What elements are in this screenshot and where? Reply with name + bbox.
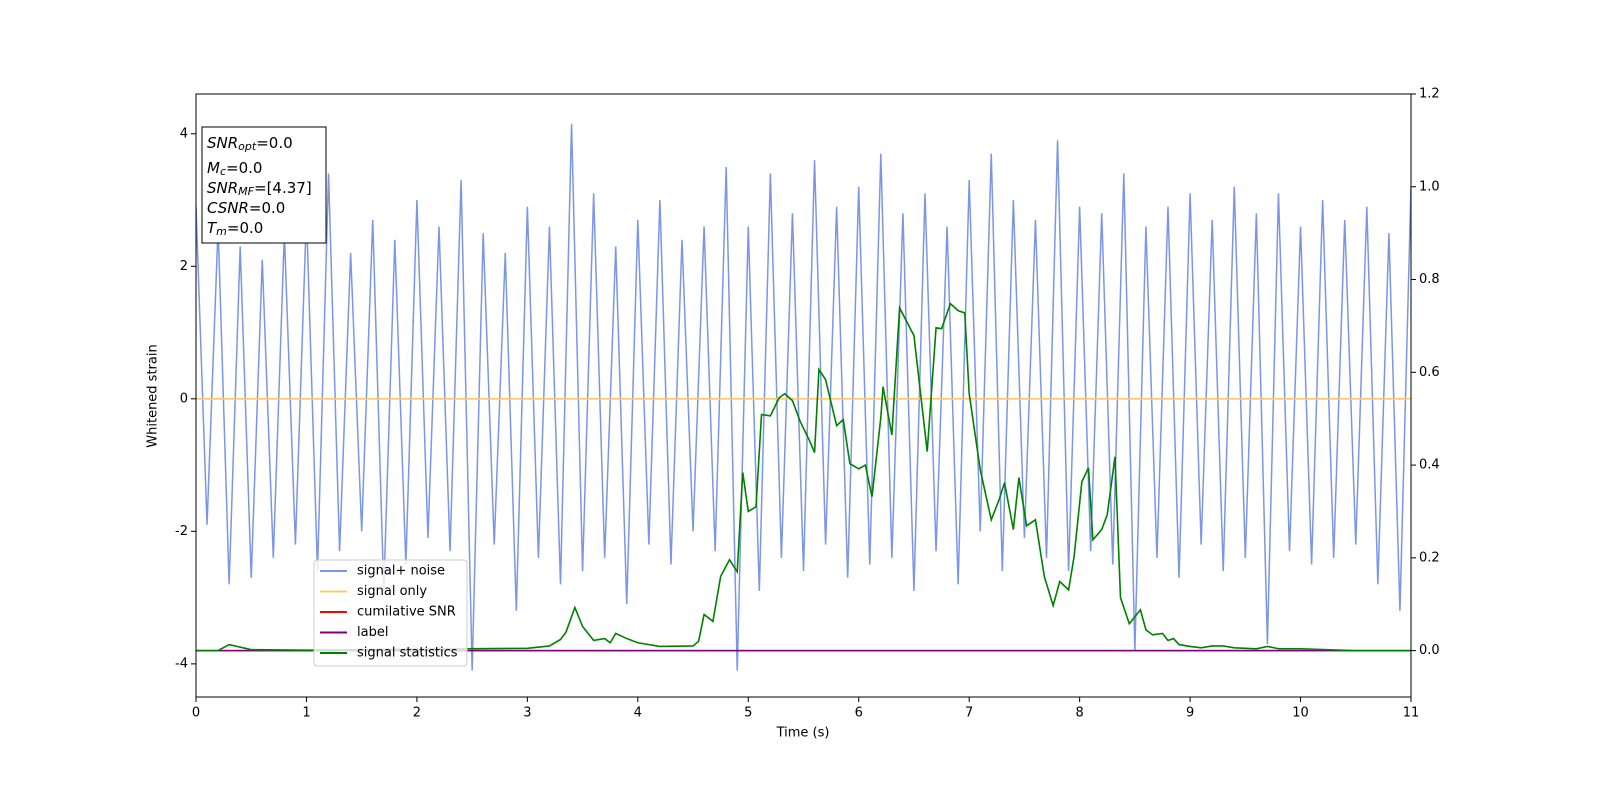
annotation-main: SNR — [207, 134, 238, 152]
x-tick-label: 1 — [302, 706, 310, 721]
x-tick-label: 7 — [965, 706, 973, 721]
x-tick-label: 4 — [634, 706, 642, 721]
annotation-line: CSNR=0.0 — [207, 199, 285, 217]
annotation-line: Tm=0.0 — [207, 219, 263, 239]
x-tick-label: 2 — [413, 706, 421, 721]
annotation-rest: =0.0 — [249, 199, 285, 217]
annotation-main: SNR — [207, 179, 238, 197]
annotation: SNRopt=0.0Mc=0.0SNRMF=[4.37]CSNR=0.0Tm=0… — [207, 134, 312, 239]
legend-label: signal statistics — [357, 646, 458, 661]
annotation-main: CSNR — [207, 199, 249, 217]
annotation-sub: MF — [238, 185, 254, 198]
y-tick-label: -2 — [175, 524, 188, 539]
x-tick-label: 9 — [1186, 706, 1194, 721]
y-tick-label: 0 — [180, 391, 188, 406]
y-tick-label: 2 — [180, 259, 188, 274]
y2-tick-label: 1.2 — [1419, 87, 1440, 102]
annotation-line: SNRMF=[4.37] — [207, 179, 312, 199]
legend-label: signal only — [357, 584, 427, 599]
y2-tick-label: 0.4 — [1419, 458, 1440, 473]
y2-tick-label: 1.0 — [1419, 179, 1440, 194]
x-tick-label: 11 — [1403, 706, 1420, 721]
legend-label: signal+ noise — [357, 564, 445, 579]
annotation-sub: opt — [238, 140, 257, 153]
legend-label: label — [357, 625, 388, 640]
x-tick-label: 8 — [1075, 706, 1083, 721]
y2-tick-label: 0.8 — [1419, 272, 1440, 287]
legend-box — [313, 559, 468, 667]
y2-tick-label: 0.2 — [1419, 550, 1440, 565]
annotation-line: SNRopt=0.0 — [207, 134, 293, 154]
y2-tick-label: 0.6 — [1419, 365, 1440, 380]
annotation-rest: =0.0 — [227, 219, 263, 237]
legend: signal+ noise signal only cumilative SNR la… — [320, 564, 458, 661]
axes-frame — [195, 93, 1412, 698]
x-tick-label: 6 — [855, 706, 863, 721]
series-line — [196, 302, 1411, 652]
annotation-rest: =0.0 — [256, 134, 292, 152]
annotation-rest: =0.0 — [226, 159, 262, 177]
annotation-box — [201, 126, 327, 244]
annotation-rest: =[4.37] — [254, 179, 312, 197]
x-tick-label: 10 — [1292, 706, 1309, 721]
x-axis-label: Time (s) — [776, 726, 830, 741]
annotation-sub: m — [216, 225, 227, 238]
annotation-line: Mc=0.0 — [207, 159, 262, 179]
y-tick-label: 4 — [180, 126, 188, 141]
annotation-main: T — [207, 219, 218, 237]
annotation-main: M — [207, 159, 220, 177]
annotation-sub: c — [220, 165, 226, 178]
legend-label: cumilative SNR — [357, 605, 456, 620]
x-tick-label: 3 — [523, 706, 531, 721]
y-tick-label: -4 — [175, 656, 188, 671]
y2-tick-label: 0.0 — [1419, 643, 1440, 658]
series-line — [196, 123, 1411, 671]
x-tick-label: 0 — [192, 706, 200, 721]
x-tick-label: 5 — [744, 706, 752, 721]
y-axis-label: Whitened strain — [146, 344, 161, 447]
